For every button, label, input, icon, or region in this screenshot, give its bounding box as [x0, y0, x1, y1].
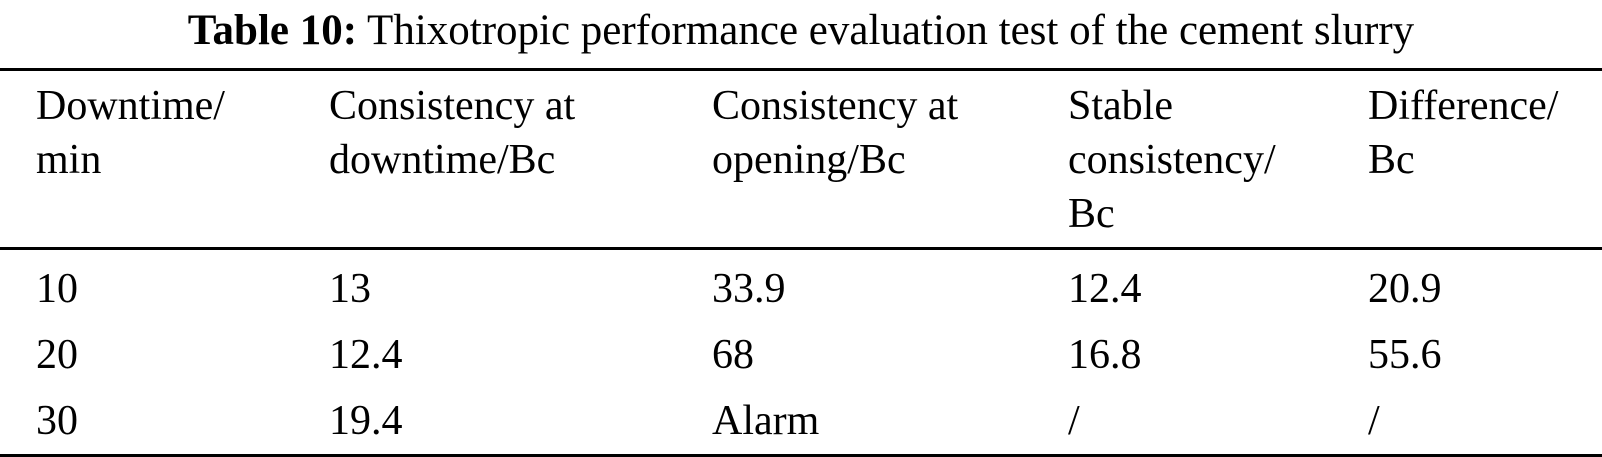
- table-cell: Alarm: [712, 398, 820, 444]
- data-table: Downtime/ min Consistency at downtime/Bc…: [0, 68, 1602, 457]
- column-header-consistency-at-downtime: Consistency at downtime/Bc: [329, 69, 712, 250]
- table-row: 20 12.4 68 16.8 55.6: [0, 322, 1602, 388]
- table-cell: 13: [329, 266, 371, 312]
- table-cell: 20: [36, 332, 78, 378]
- table-cell: 33.9: [712, 266, 786, 312]
- table-caption: Table 10: Thixotropic performance evaluat…: [0, 0, 1602, 68]
- table-cell: /: [1068, 398, 1080, 444]
- table-cell: 12.4: [329, 332, 403, 378]
- table-cell: 12.4: [1068, 266, 1142, 312]
- table-cell: 30: [36, 398, 78, 444]
- table-caption-text: Thixotropic performance evaluation test …: [367, 7, 1415, 54]
- column-header-stable-consistency: Stable consistency/ Bc: [1068, 69, 1368, 250]
- table-cell: 20.9: [1368, 266, 1442, 312]
- table-row: 30 19.4 Alarm / /: [0, 388, 1602, 456]
- table-row: 10 13 33.9 12.4 20.9: [0, 249, 1602, 323]
- column-header-downtime: Downtime/ min: [0, 69, 329, 250]
- table-cell: 68: [712, 332, 754, 378]
- column-header-difference: Difference/ Bc: [1368, 69, 1602, 250]
- table-caption-number: Table 10:: [187, 7, 358, 54]
- table-cell: 55.6: [1368, 332, 1442, 378]
- table-cell: 16.8: [1068, 332, 1142, 378]
- column-header-consistency-at-opening: Consistency at opening/Bc: [712, 69, 1068, 250]
- table-cell: 10: [36, 266, 78, 312]
- table-cell: 19.4: [329, 398, 403, 444]
- header-row: Downtime/ min Consistency at downtime/Bc…: [0, 69, 1602, 250]
- table-cell: /: [1368, 398, 1380, 444]
